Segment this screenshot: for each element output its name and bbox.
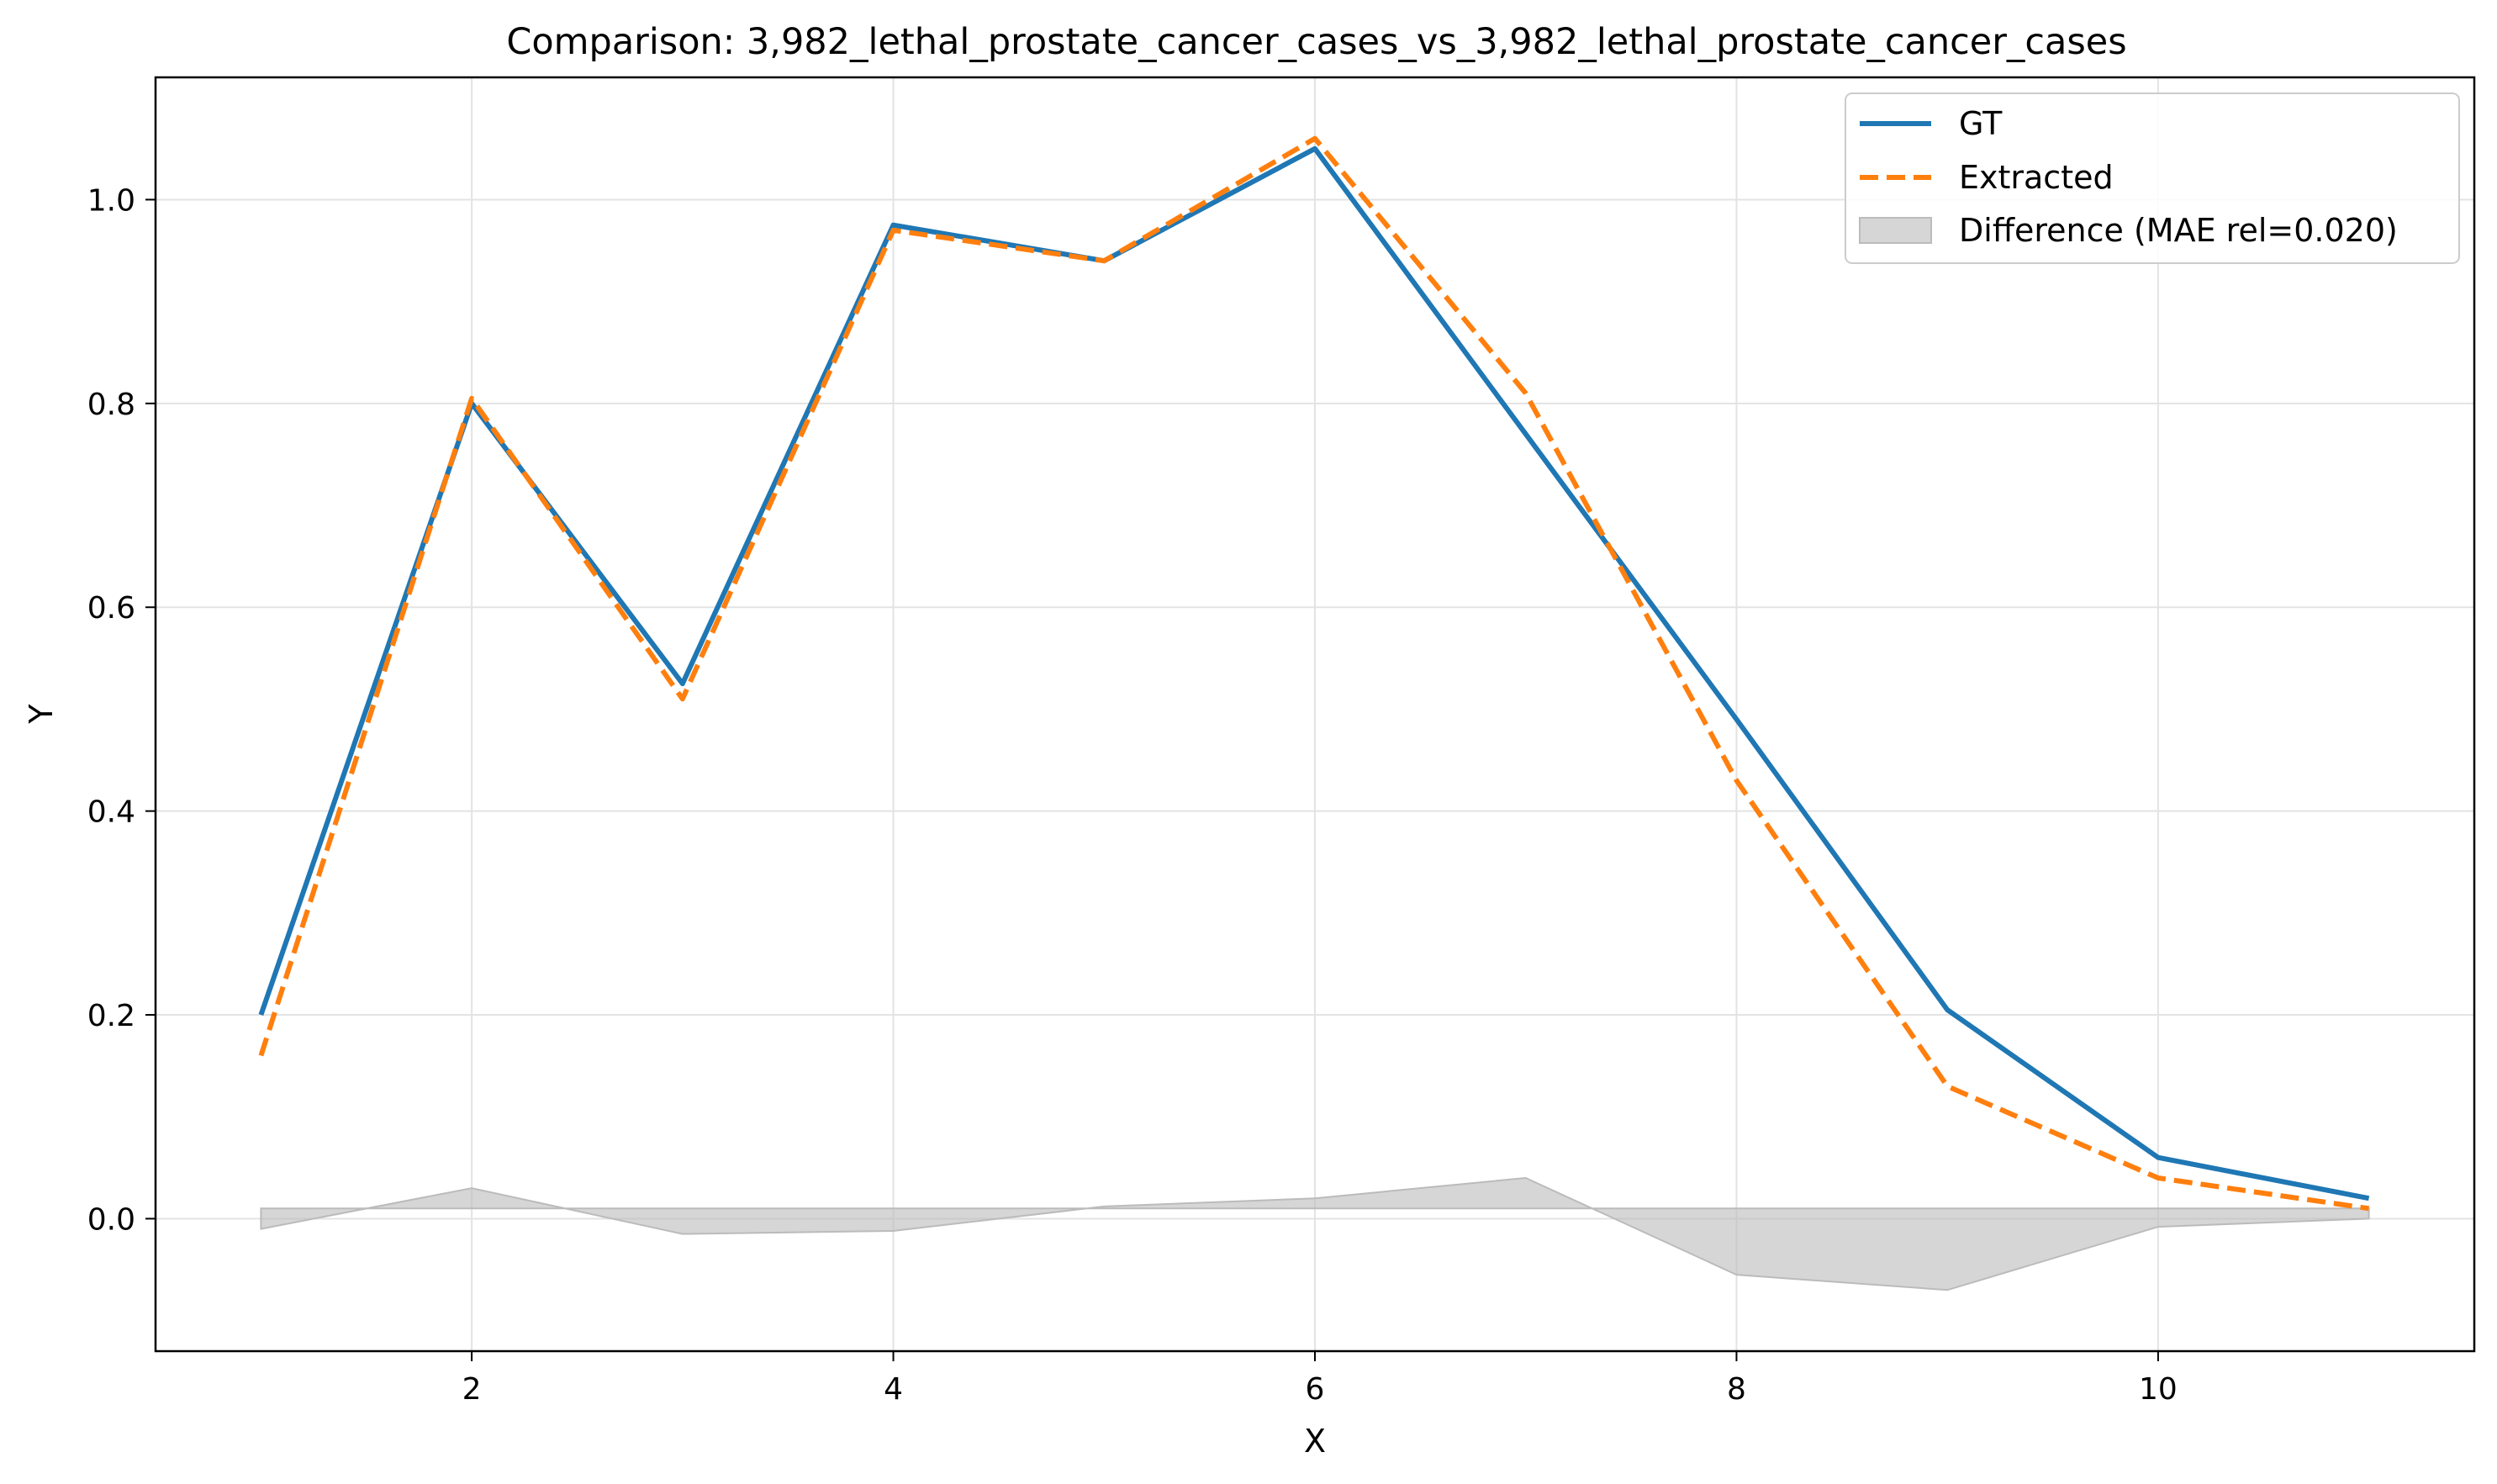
series-line-gt <box>258 145 2370 1201</box>
y-tick-label: 1.0 <box>87 183 135 218</box>
x-tick-label: 4 <box>884 1372 903 1407</box>
axis-ticks: 2 4 6 8 10 0.0 0.2 0.4 0.6 0.8 1.0 <box>87 183 2178 1407</box>
x-tick-label: 10 <box>2139 1372 2178 1407</box>
y-tick-label: 0.8 <box>87 388 135 422</box>
x-axis-label: X <box>1304 1423 1326 1460</box>
legend-box <box>1845 92 2460 264</box>
series-lines <box>258 135 2370 1212</box>
y-tick-label: 0.6 <box>87 591 135 626</box>
legend-label: Extracted <box>1959 159 2114 196</box>
legend-swatch <box>1859 217 1932 244</box>
x-tick-label: 2 <box>462 1372 482 1407</box>
y-tick-label: 0.2 <box>87 999 135 1033</box>
y-axis-label: Y <box>23 704 60 725</box>
legend-label: Difference (MAE rel=0.020) <box>1959 212 2398 249</box>
y-tick-label: 0.4 <box>87 795 135 830</box>
x-tick-label: 8 <box>1727 1372 1746 1407</box>
legend-label: GT <box>1959 105 2003 142</box>
chart-title: Comparison: 3,982_lethal_prostate_cancer… <box>506 21 2126 63</box>
x-tick-label: 6 <box>1306 1372 1325 1407</box>
legend: GT Extracted Difference (MAE rel=0.020) <box>1845 92 2460 264</box>
series-line-extracted <box>258 135 2370 1212</box>
y-tick-label: 0.0 <box>87 1202 135 1237</box>
